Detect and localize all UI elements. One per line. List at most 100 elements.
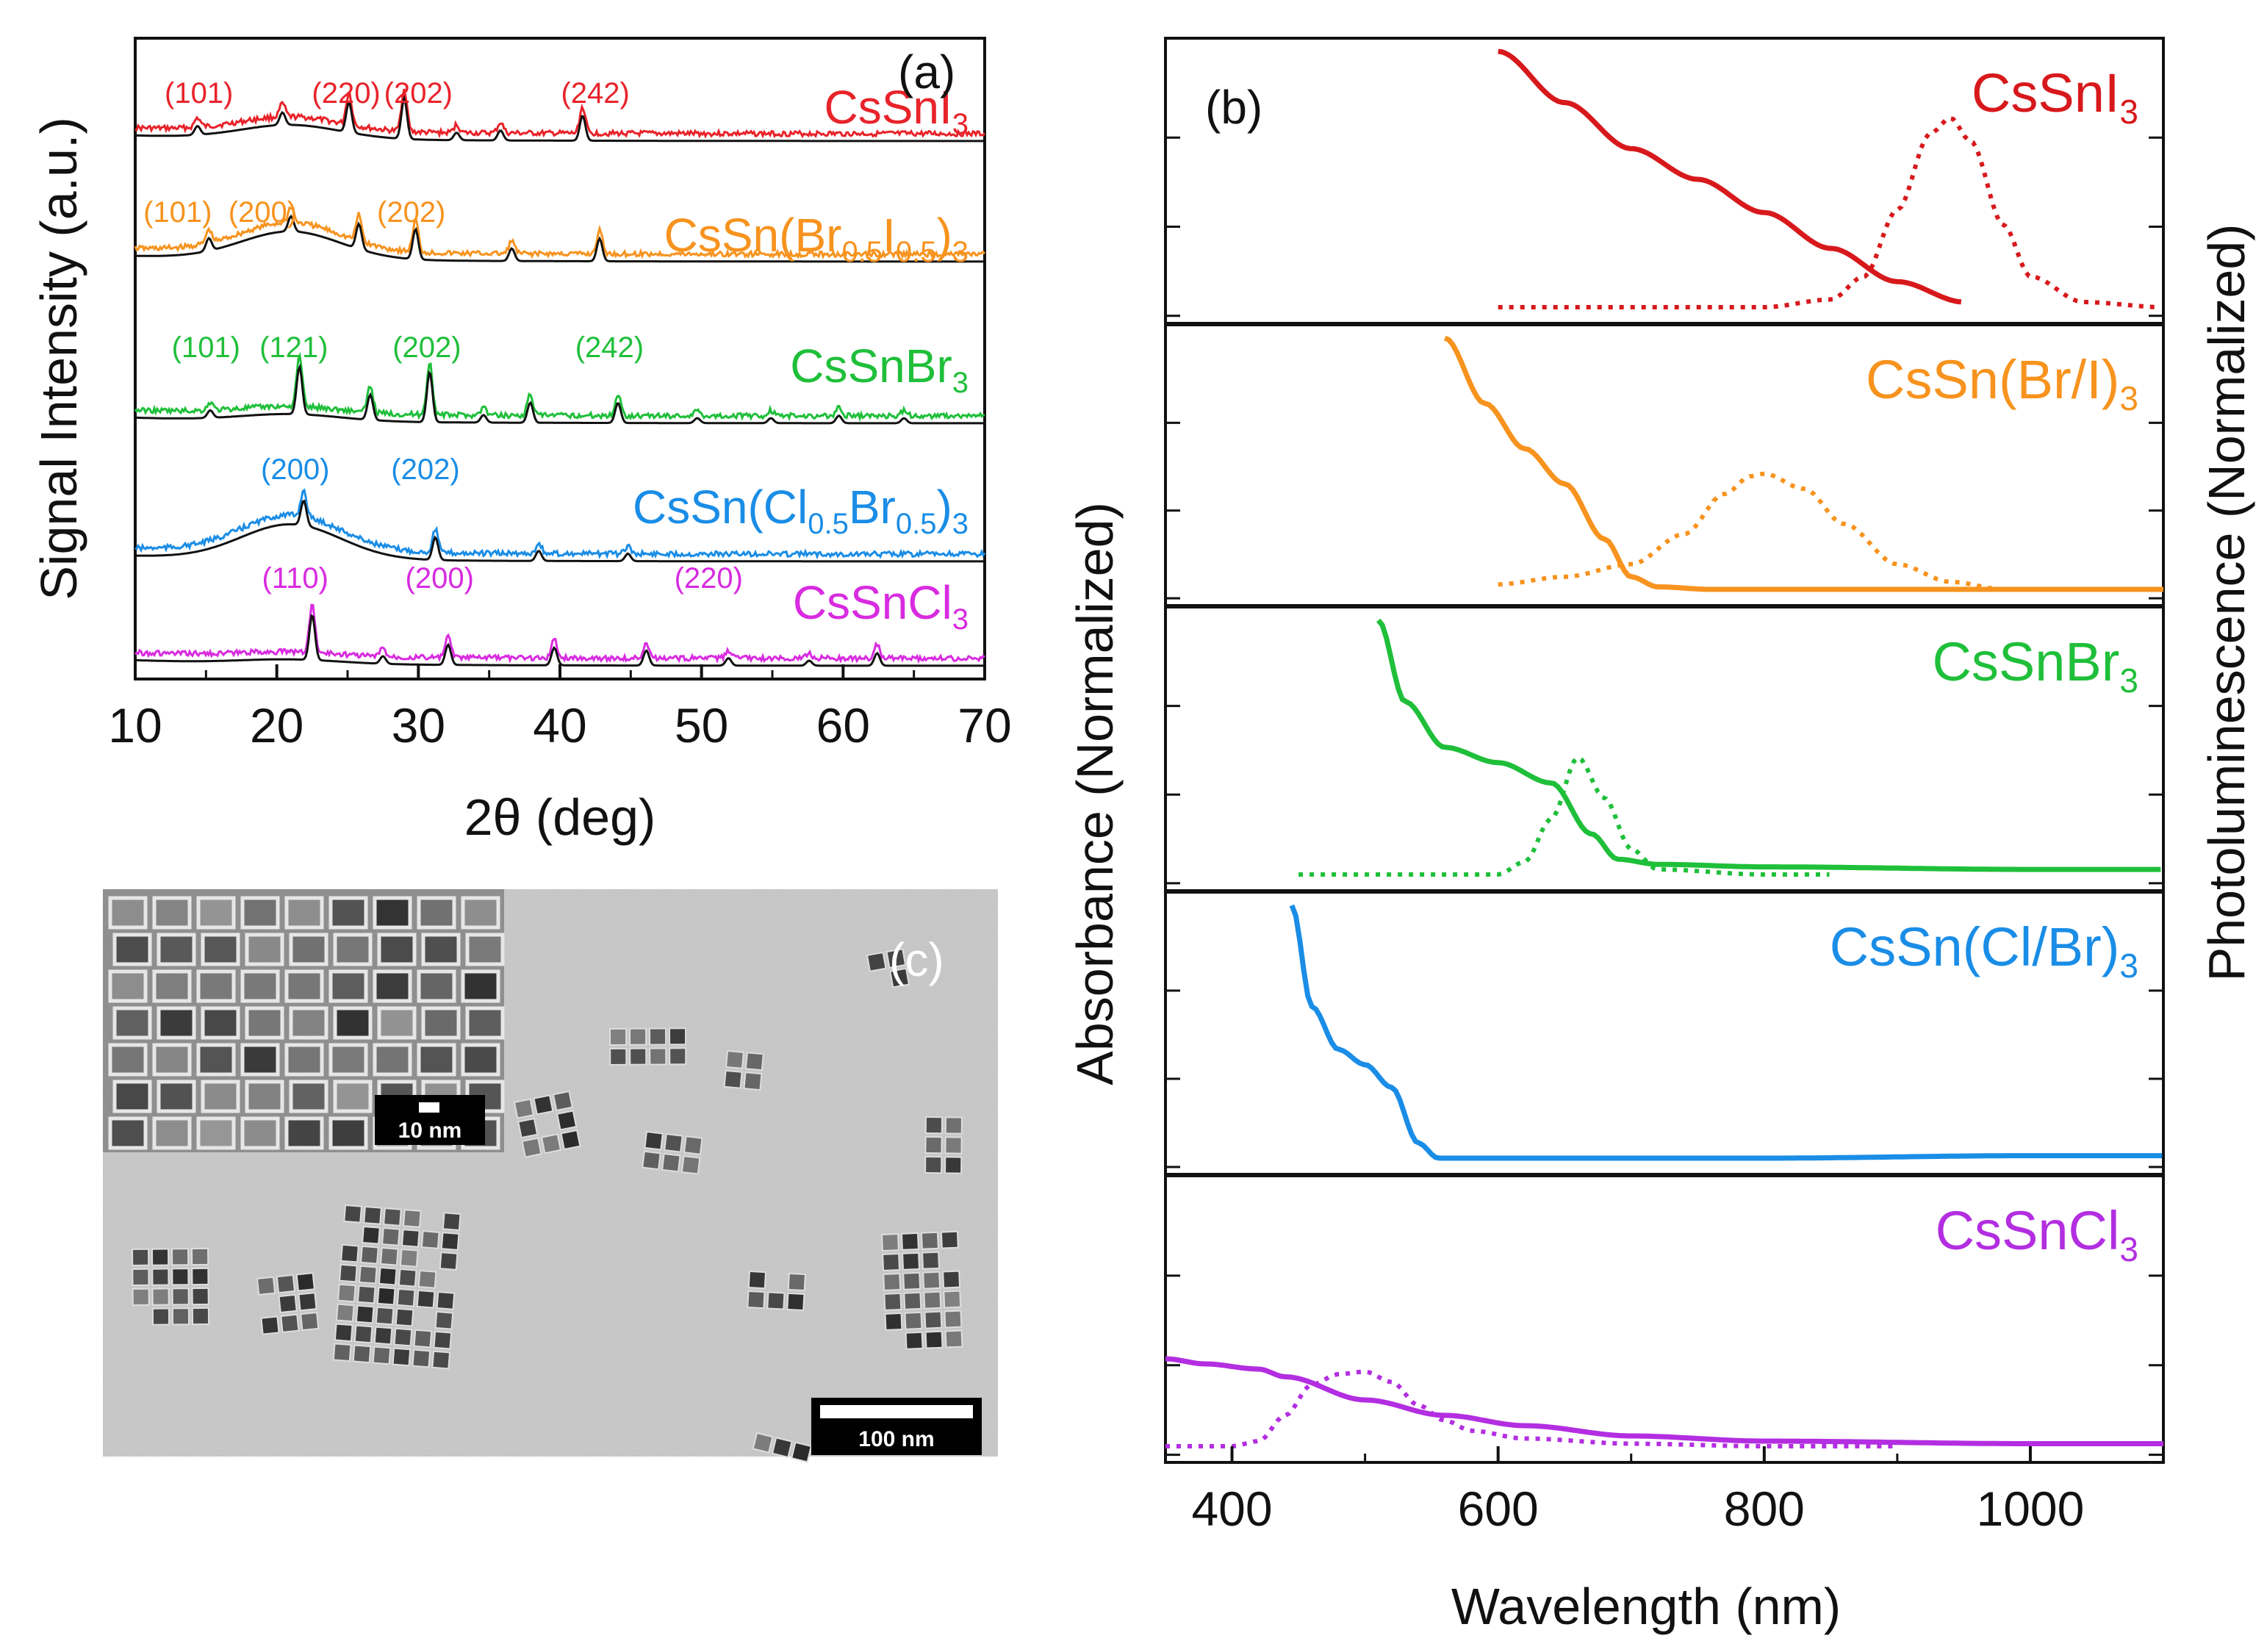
- xrd-series-3: (200) (202) CsSn(Cl0.5​Br0.5​)3​: [134, 453, 986, 563]
- nanocube-cluster: [747, 1270, 806, 1312]
- subplot-frame: [1164, 1174, 2165, 1464]
- inset-nanocube: [112, 1080, 152, 1113]
- xrd-tick-label: 60: [816, 698, 870, 753]
- optical-subplot-0: CsSnI3​: [1164, 37, 2165, 325]
- inset-nanocube: [152, 1043, 192, 1077]
- inset-nanocube: [201, 1006, 240, 1040]
- inset-nanocube: [328, 1043, 368, 1077]
- inset-nanocube: [245, 933, 284, 966]
- xrd-panel: (101)(220)(202)(242)CsSnI3​(101)(200)(20…: [30, 37, 1012, 846]
- inset-scale-bar: [419, 1102, 439, 1113]
- inset-nanocube: [328, 896, 368, 930]
- inset-nanocube: [112, 1006, 152, 1040]
- xrd-series-label: CsSnBr3​: [790, 340, 969, 399]
- inset-nanocube: [461, 896, 500, 930]
- nanocube-cluster: [880, 1230, 963, 1350]
- inset-nanocube: [333, 1080, 373, 1113]
- optical-tick-label: 800: [1724, 1482, 1805, 1536]
- inset-nanocube: [245, 1006, 284, 1040]
- peak-label: (202): [391, 453, 459, 486]
- optical-x-axis-title: Wavelength (nm): [1451, 1578, 1841, 1635]
- photoluminescence-curve: [1498, 471, 2161, 592]
- inset-nanocube: [201, 933, 240, 966]
- panel-a-letter: (a): [898, 46, 955, 98]
- peak-label: (200): [406, 562, 474, 595]
- main-scale-bar: [820, 1405, 973, 1418]
- inset-nanocube: [373, 1043, 412, 1077]
- optical-subplot-3: CsSn(Cl/Br)3​: [1164, 891, 2165, 1176]
- xrd-reference-trace: [134, 94, 985, 143]
- xrd-tick-label: 50: [675, 698, 728, 753]
- xrd-x-axis-title: 2θ (deg): [464, 789, 656, 846]
- inset-nanocube: [152, 1116, 192, 1150]
- peak-label: (242): [561, 77, 629, 109]
- optical-tick-label: 400: [1191, 1482, 1272, 1536]
- inset-nanocube: [328, 1116, 368, 1150]
- peak-label: (202): [384, 77, 453, 109]
- xrd-traces: (101)(220)(202)(242)CsSnI3​(101)(200)(20…: [134, 77, 986, 667]
- optical-panel: CsSnI3​ CsSn(Br/I)3​ CsSnBr3​ CsSn(Cl/Br)3​…: [1066, 37, 2255, 1635]
- absorbance-curve: [1376, 618, 2161, 872]
- xrd-y-axis-title: Signal Intensity (a.u.): [30, 117, 87, 600]
- xrd-measured-trace: [134, 488, 986, 560]
- inset-nanocube: [152, 969, 192, 1003]
- optical-series-label: CsSnCl3​: [1936, 1200, 2138, 1268]
- peak-label: (202): [392, 331, 461, 364]
- inset-nanocube: [289, 1080, 328, 1113]
- inset-nanocube: [461, 969, 500, 1003]
- inset-nanocube: [417, 896, 456, 930]
- inset-nanocube: [152, 896, 192, 930]
- inset-nanocube: [157, 933, 196, 966]
- xrd-tick-label: 40: [533, 698, 586, 753]
- inset-nanocube: [108, 1043, 148, 1077]
- inset-nanocube: [421, 933, 461, 966]
- optical-subplot-2: CsSnBr3​: [1164, 606, 2165, 892]
- inset-nanocube: [112, 933, 152, 966]
- inset-nanocube: [289, 933, 328, 966]
- inset-nanocube: [289, 1006, 328, 1040]
- nanocube-cluster: [866, 948, 910, 988]
- inset-nanocube: [196, 969, 236, 1003]
- absorbance-axis-title: Absorbance (Normalized): [1066, 502, 1124, 1085]
- peak-label: (242): [575, 331, 644, 364]
- photoluminescence-axis-title: Photoluminescence (Normalized): [2198, 224, 2255, 982]
- nanocube-cluster: [752, 1432, 813, 1463]
- peak-label: (200): [261, 453, 329, 486]
- xrd-series-label: CsSnCl3​: [793, 576, 969, 636]
- inset-nanocube: [333, 1006, 373, 1040]
- xrd-series-1: (101) (200) (202) CsSn(Br0.5​I0.5​)3​: [134, 196, 986, 268]
- xrd-measured-trace: [134, 603, 985, 664]
- xrd-series-label: CsSn(Br0.5​I0.5​)3​: [664, 209, 969, 268]
- nanocube-clusters: [131, 948, 963, 1463]
- inset-nanocube: [240, 969, 280, 1003]
- inset-nanocube: [284, 1043, 324, 1077]
- inset-nanocube: [373, 969, 412, 1003]
- nanocube-cluster: [608, 1027, 687, 1066]
- peak-label: (101): [143, 196, 212, 229]
- optical-series-label: CsSn(Cl/Br)3​: [1830, 916, 2138, 985]
- inset-nanocube: [196, 1043, 236, 1077]
- xrd-series-4: (110) (200) (220) CsSnCl3​: [134, 562, 985, 667]
- absorbance-curve: [1498, 49, 1962, 305]
- inset-nanocube: [196, 1116, 236, 1150]
- nanocube-cluster: [332, 1204, 461, 1370]
- inset-nanocube: [245, 1080, 284, 1113]
- optical-series-label: CsSnI3​: [1972, 62, 2138, 131]
- nanocube-cluster: [513, 1090, 581, 1158]
- inset-scale-label: 10 nm: [398, 1118, 462, 1143]
- photoluminescence-curve: [1298, 755, 1830, 877]
- peak-label: (202): [377, 196, 445, 229]
- xrd-x-ticks: 10 20 30 40 50 60 70: [108, 664, 1012, 753]
- photoluminescence-curve: [1498, 115, 2161, 309]
- inset-nanocube: [465, 1006, 505, 1040]
- inset-nanocube: [465, 933, 505, 966]
- inset-nanocube: [417, 1043, 456, 1077]
- xrd-tick-label: 30: [392, 698, 445, 753]
- peak-label: (220): [675, 562, 743, 595]
- inset-nanocube: [201, 1080, 240, 1113]
- inset-nanocube: [461, 1043, 500, 1077]
- inset-nanocube: [108, 969, 148, 1003]
- optical-series-label: CsSn(Br/I)3​: [1866, 349, 2138, 417]
- inset-nanocube: [333, 933, 373, 966]
